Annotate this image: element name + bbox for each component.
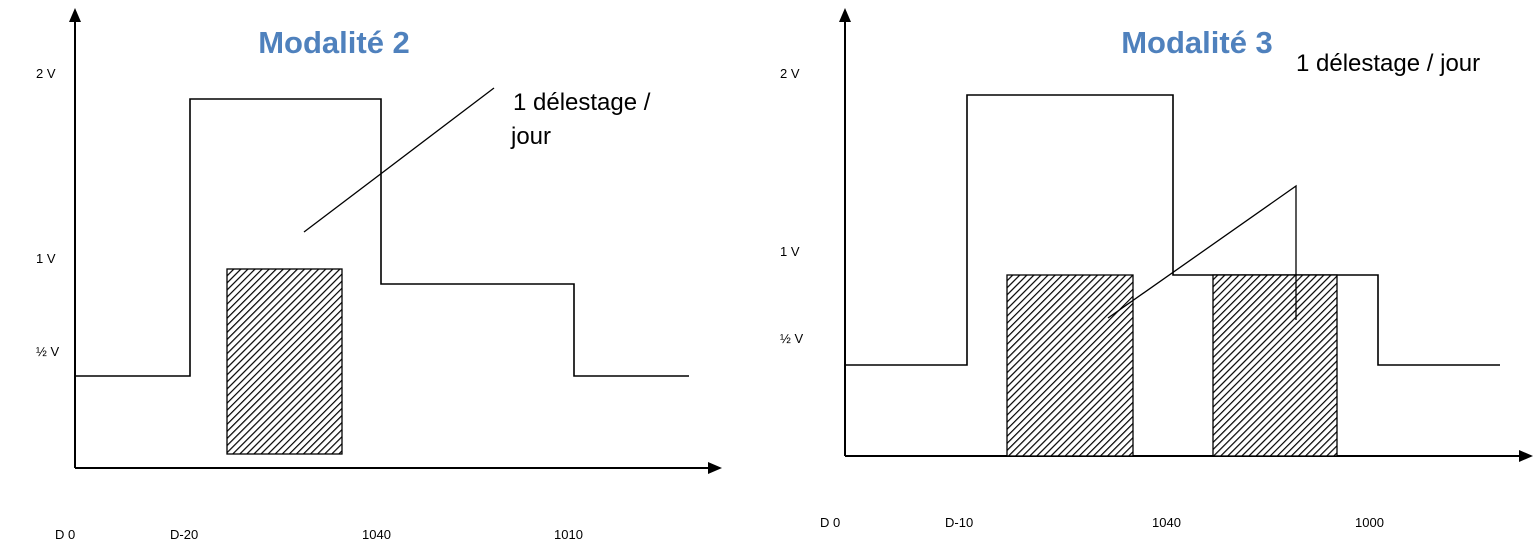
callout-line [303, 87, 495, 233]
y-label-1v: 1 V [36, 251, 56, 266]
y-label-1v: 1 V [780, 244, 800, 259]
y-label-2v: 2 V [780, 66, 800, 81]
panel-modalite-2: Modalité 2 2 V 1 V ½ V D 0 D-20 1040 101… [36, 8, 722, 542]
x-label-d0: D 0 [55, 527, 75, 542]
callout-line [1107, 184, 1297, 320]
x-label-1010: 1010 [554, 527, 583, 542]
note-line-1: 1 délestage / jour [1296, 50, 1480, 77]
x-label-1040: 1040 [1152, 515, 1181, 530]
y-label-2v: 2 V [36, 66, 56, 81]
y-label-half-v: ½ V [780, 331, 803, 346]
y-axis-arrow [69, 8, 81, 22]
x-label-d10: D-10 [945, 515, 973, 530]
x-axis-arrow [708, 462, 722, 474]
panel-modalite-3: Modalité 3 2 V 1 V ½ V D 0 D-10 1040 100… [780, 8, 1533, 530]
x-label-d20: D-20 [170, 527, 198, 542]
note-line-2: jour [510, 123, 551, 150]
y-label-half-v: ½ V [36, 344, 59, 359]
load-profile-line [845, 94, 1500, 366]
hatched-shedding-block [226, 268, 343, 455]
hatched-shedding-block-2 [1212, 274, 1338, 457]
x-label-1040: 1040 [362, 527, 391, 542]
note-line-1: 1 délestage / [513, 89, 651, 116]
hatched-shedding-block-1 [1006, 274, 1134, 457]
x-axis-arrow [1519, 450, 1533, 462]
panel-title: Modalité 2 [258, 25, 410, 60]
y-axis-arrow [839, 8, 851, 22]
x-label-d0: D 0 [820, 515, 840, 530]
load-profile-line [75, 98, 689, 377]
x-label-1000: 1000 [1355, 515, 1384, 530]
panel-title: Modalité 3 [1121, 25, 1273, 60]
